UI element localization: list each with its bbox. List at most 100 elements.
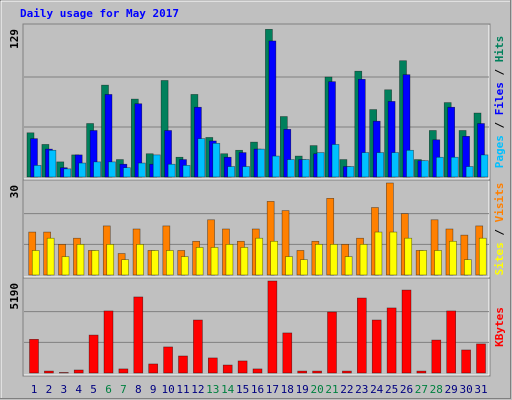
bar xyxy=(478,237,487,276)
bar xyxy=(118,368,129,374)
legend-separator: / xyxy=(493,115,506,135)
x-tick-label: 2 xyxy=(46,383,53,396)
bar xyxy=(29,339,39,374)
x-tick-label: 10 xyxy=(161,383,174,396)
bar xyxy=(252,368,263,374)
bar xyxy=(180,256,189,276)
bar xyxy=(419,250,427,276)
bar xyxy=(356,297,367,374)
bar xyxy=(480,154,489,178)
bar xyxy=(61,256,70,276)
bar xyxy=(416,370,427,374)
legend-entry: KBytes xyxy=(493,307,506,347)
bar xyxy=(78,162,86,178)
x-tick-label: 18 xyxy=(281,383,294,396)
legend-separator: / xyxy=(493,222,506,242)
bar xyxy=(346,166,355,178)
bar xyxy=(331,144,340,178)
bar xyxy=(391,152,399,178)
bar xyxy=(434,250,442,276)
bar xyxy=(212,142,221,178)
x-tick-label: 16 xyxy=(251,383,264,396)
bar xyxy=(178,355,188,374)
bar xyxy=(225,244,234,276)
bar xyxy=(404,237,413,276)
bar xyxy=(316,152,325,178)
legend: Sites / Visits xyxy=(493,183,506,276)
bar xyxy=(148,363,158,374)
x-tick-label: 19 xyxy=(296,383,309,396)
x-tick-label: 24 xyxy=(370,383,384,396)
bar xyxy=(240,247,249,276)
x-tick-label: 8 xyxy=(135,383,142,396)
x-tick-label: 11 xyxy=(176,383,189,396)
bar xyxy=(121,259,129,276)
bar xyxy=(108,161,116,178)
bar xyxy=(421,160,429,178)
x-tick-label: 20 xyxy=(310,383,323,396)
bar xyxy=(344,256,353,276)
bar xyxy=(300,259,308,276)
bar xyxy=(476,343,486,374)
bar xyxy=(48,149,57,178)
bar xyxy=(210,247,219,276)
bar xyxy=(73,369,84,374)
bar xyxy=(285,256,293,276)
legend-entry: Hits xyxy=(493,36,506,63)
bar xyxy=(401,289,412,374)
x-tick-label: 9 xyxy=(150,383,157,396)
x-tick-label: 28 xyxy=(430,383,443,396)
x-tick-label: 30 xyxy=(459,383,472,396)
bar xyxy=(465,166,474,178)
legend-entry: Visits xyxy=(493,183,506,223)
bar xyxy=(103,310,114,374)
bar xyxy=(136,244,144,276)
bar xyxy=(227,166,235,178)
bar xyxy=(297,370,308,374)
bar xyxy=(464,259,472,276)
x-tick-label: 22 xyxy=(340,383,353,396)
bar xyxy=(301,159,310,178)
bar xyxy=(329,244,338,276)
bar xyxy=(63,168,72,178)
legend-entry: Sites xyxy=(493,242,506,275)
bar xyxy=(197,138,206,178)
bar xyxy=(361,152,370,178)
chart-title: Daily usage for May 2017 xyxy=(20,7,179,20)
bar xyxy=(359,244,368,276)
bar xyxy=(431,339,442,374)
bar xyxy=(208,357,218,374)
x-tick-label: 17 xyxy=(266,383,279,396)
bar xyxy=(46,237,55,276)
bar xyxy=(88,334,99,374)
bar xyxy=(327,311,337,374)
y-tick-label: 5190 xyxy=(8,283,21,310)
bar xyxy=(406,149,414,178)
bar xyxy=(376,152,385,178)
bar xyxy=(374,231,383,276)
legend: Pages / Files / Hits xyxy=(493,36,506,169)
bar xyxy=(44,370,54,374)
bar xyxy=(435,156,444,178)
bar xyxy=(257,148,265,178)
x-tick-label: 6 xyxy=(105,383,112,396)
bar xyxy=(106,244,115,276)
bar xyxy=(282,332,293,374)
bar xyxy=(312,370,322,374)
x-tick-label: 26 xyxy=(400,383,413,396)
bar xyxy=(461,349,471,374)
y-tick-label: 30 xyxy=(8,185,21,198)
bar xyxy=(270,240,278,276)
y-tick-label: 129 xyxy=(8,29,21,49)
bar xyxy=(450,156,459,178)
bar xyxy=(167,163,176,178)
bar xyxy=(389,231,398,276)
bar xyxy=(237,360,248,374)
bar xyxy=(222,364,233,374)
bar xyxy=(242,166,250,178)
bar xyxy=(182,165,191,178)
bar xyxy=(152,154,161,178)
x-tick-label: 12 xyxy=(191,383,204,396)
panel xyxy=(22,277,491,377)
